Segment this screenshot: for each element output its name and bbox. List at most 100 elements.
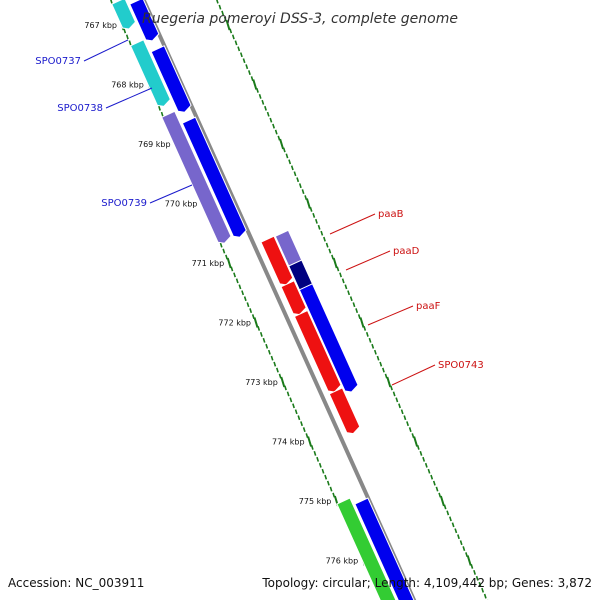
ruler-tick <box>435 486 439 492</box>
ruler-tick <box>454 528 458 534</box>
ruler-tick <box>395 397 399 403</box>
ruler-tick <box>481 587 485 593</box>
ruler-tick <box>298 183 302 189</box>
ruler-tick <box>269 117 273 123</box>
ruler-tick <box>253 317 259 328</box>
ruler-label-770: 770 kbp <box>165 200 198 209</box>
ruler-tick <box>413 436 419 447</box>
ruler-tick <box>234 40 238 46</box>
ruler-tick <box>301 189 305 195</box>
ruler-tick <box>419 450 423 456</box>
ruler-tick <box>317 224 321 230</box>
ruler-tick <box>272 123 275 129</box>
ruler-tick <box>265 343 269 349</box>
gene-label-leaders <box>83 39 436 386</box>
ruler-tick <box>352 302 356 308</box>
ruler-tick <box>231 34 235 40</box>
ruler-tick <box>128 40 132 46</box>
ruler-tick <box>365 331 369 337</box>
cyan-feature-1 <box>111 0 137 30</box>
ruler-tick <box>249 308 253 314</box>
ruler-tick <box>273 361 277 367</box>
ruler-tick <box>297 415 301 421</box>
red-feature-1 <box>260 235 294 286</box>
ruler-tick <box>218 4 222 10</box>
ruler-ticks-right <box>216 0 489 600</box>
ruler-tick <box>309 207 313 212</box>
ruler-tick <box>313 450 317 456</box>
ruler-tick <box>229 28 233 34</box>
ruler-tick <box>302 427 306 433</box>
ruler-tick <box>235 278 239 284</box>
ruler-tick <box>284 385 287 391</box>
ruler-tick <box>288 159 292 165</box>
ruler-tick <box>462 546 466 552</box>
ruler-tick <box>347 290 351 296</box>
gene-leader-SPO0743 <box>391 364 436 386</box>
ruler-tick <box>344 284 348 290</box>
green-feature <box>336 497 397 600</box>
ruler-tick <box>239 52 243 58</box>
ruler-tick <box>321 468 325 474</box>
gene-label-SPO0738: SPO0738 <box>57 103 103 114</box>
ruler-tick <box>125 34 129 40</box>
ruler-tick <box>390 385 393 391</box>
ruler-tick <box>406 421 409 427</box>
ruler-tick <box>257 326 261 331</box>
ruler-tick <box>323 236 326 242</box>
ruler-tick <box>276 367 279 373</box>
ruler-tick <box>226 257 232 269</box>
ruler-tick <box>355 308 359 314</box>
ruler-tick <box>243 296 247 302</box>
gene-label-paaF: paaF <box>416 301 441 312</box>
ruler-tick <box>382 367 385 373</box>
ruler-tick <box>432 480 436 486</box>
ruler-tick <box>292 403 295 409</box>
ruler-tick <box>296 177 300 183</box>
ruler-tick <box>475 575 479 581</box>
ruler-tick <box>242 58 246 64</box>
ruler-tick <box>300 421 303 427</box>
ruler-tick <box>457 534 460 540</box>
ruler-tick <box>267 349 271 355</box>
ruler-tick <box>222 248 226 254</box>
ruler-tick <box>400 409 404 415</box>
ruler-tick <box>470 564 474 569</box>
ruler-tick <box>264 105 267 111</box>
ruler-tick <box>328 248 332 254</box>
ruler-label-767: 767 kbp <box>84 21 117 30</box>
ruler-tick <box>316 456 320 462</box>
ruler-tick <box>359 317 365 328</box>
ruler-tick <box>237 46 241 52</box>
ruler-tick <box>446 510 450 516</box>
ruler-tick <box>336 266 340 272</box>
blue-feature-3 <box>181 116 247 238</box>
ruler-tick <box>326 480 330 486</box>
ruler-tick <box>290 165 294 171</box>
ruler-tick <box>386 376 392 388</box>
ruler-tick <box>473 569 476 575</box>
ruler-tick <box>280 376 286 388</box>
ruler-tick <box>289 397 293 403</box>
ruler-tick <box>279 138 285 150</box>
ruler-tick <box>439 495 445 507</box>
ruler-tick <box>443 504 447 510</box>
ruler-label-773: 773 kbp <box>245 378 278 387</box>
ruler-label-774: 774 kbp <box>272 438 305 447</box>
ruler-tick <box>245 64 249 70</box>
ruler-tick <box>449 516 452 522</box>
ruler-tick <box>483 593 487 599</box>
ruler-tick <box>408 427 412 433</box>
ruler-tick <box>403 415 407 421</box>
red-feature-3 <box>293 309 342 393</box>
gene-features <box>111 0 415 600</box>
ruler-tick <box>312 212 316 218</box>
ruler-tick <box>430 474 434 480</box>
ruler-tick <box>286 391 290 397</box>
ruler-tick <box>310 445 314 450</box>
ruler-label-772: 772 kbp <box>218 319 251 328</box>
ruler-tick <box>427 468 431 474</box>
gene-labels: SPO0737 SPO0738 SPO0739 paaB paaD paaF SPO0743 <box>35 56 483 371</box>
ruler-tick <box>293 171 297 177</box>
